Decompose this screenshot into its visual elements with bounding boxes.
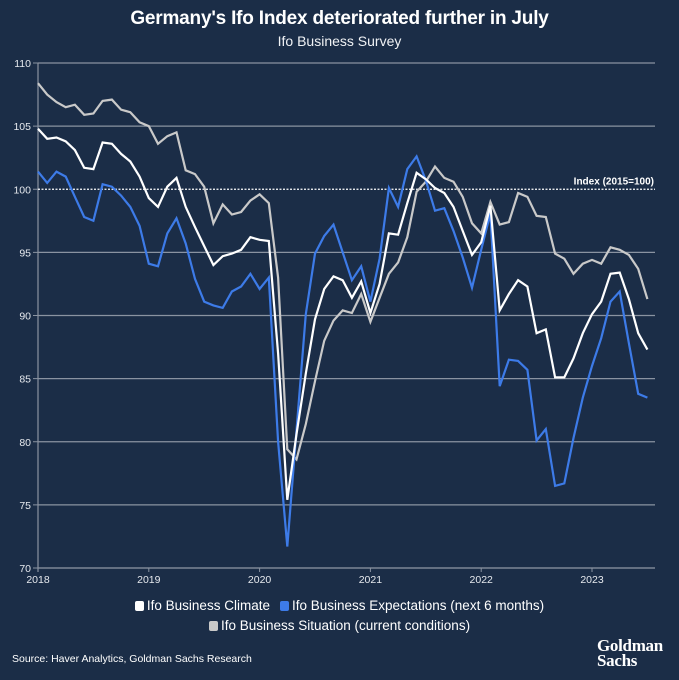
chart-title: Germany's Ifo Index deteriorated further… [130, 8, 549, 29]
y-tick-label: 105 [13, 121, 31, 133]
x-axis: 2018 2019 2020 2021 2022 2023 [26, 568, 604, 586]
y-axis: 70 75 80 85 90 95 100 105 110 [13, 58, 39, 575]
legend-item-climate: Ifo Business Climate [134, 596, 270, 616]
legend-swatch-climate [134, 601, 144, 611]
legend-label-expectations: Ifo Business Expectations (next 6 months… [291, 598, 545, 613]
reference-line-label: Index (2015=100) [574, 176, 654, 187]
series-lines [37, 82, 649, 547]
y-tick-label: 90 [19, 311, 31, 323]
legend-label-climate: Ifo Business Climate [146, 598, 270, 613]
x-tick-label: 2019 [137, 574, 161, 586]
y-tick-label: 110 [14, 58, 31, 70]
y-tick-label: 100 [13, 184, 31, 196]
series-line-expectations [37, 154, 648, 547]
reference-line-group: Index (2015=100) [38, 176, 655, 190]
legend-item-situation: Ifo Business Situation (current conditio… [208, 616, 471, 636]
gridlines [38, 62, 655, 569]
y-tick-label: 95 [19, 247, 31, 259]
legend-swatch-expectations [279, 601, 289, 611]
logo-line-1: Goldman [597, 636, 663, 655]
legend-swatch-situation [208, 621, 218, 631]
x-tick-label: 2018 [26, 574, 50, 586]
x-tick-label: 2022 [470, 574, 494, 586]
y-tick-label: 80 [19, 437, 31, 449]
y-tick-label: 70 [19, 563, 31, 575]
logo-line-2: Sachs [597, 651, 638, 670]
x-tick-label: 2021 [359, 574, 383, 586]
legend-label-situation: Ifo Business Situation (current conditio… [220, 618, 471, 633]
goldman-sachs-logo: Goldman Sachs [597, 636, 663, 670]
y-tick-label: 75 [19, 500, 31, 512]
legend-item-expectations: Ifo Business Expectations (next 6 months… [279, 596, 545, 616]
series-line-situation [37, 82, 649, 462]
source-note: Source: Haver Analytics, Goldman Sachs R… [12, 653, 252, 665]
y-tick-label: 85 [19, 374, 31, 386]
chart-subtitle: Ifo Business Survey [277, 33, 402, 49]
legend: Ifo Business Climate Ifo Business Expect… [0, 596, 679, 636]
x-tick-label: 2023 [580, 574, 604, 586]
x-tick-label: 2020 [248, 574, 272, 586]
series-line-climate [37, 127, 649, 500]
